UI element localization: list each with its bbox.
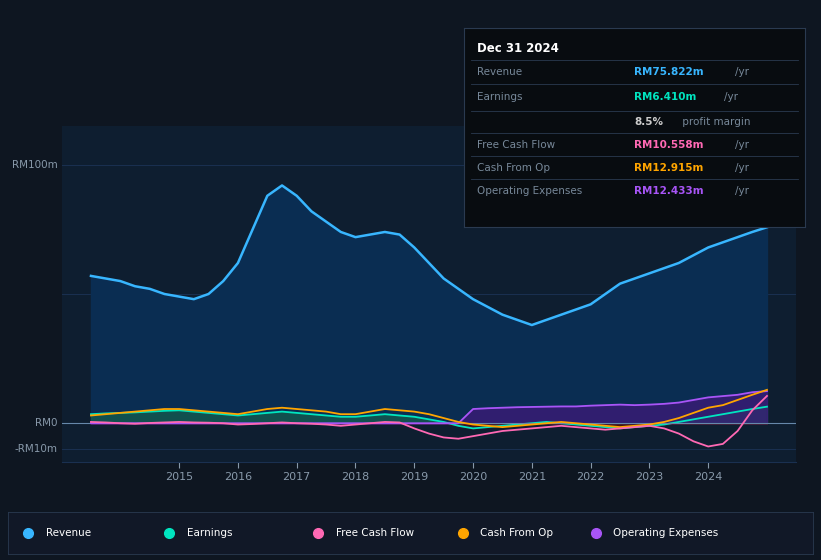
Text: RM0: RM0 [35, 418, 58, 428]
Text: /yr: /yr [736, 186, 750, 196]
Text: Cash From Op: Cash From Op [480, 529, 553, 538]
Text: RM75.822m: RM75.822m [635, 67, 704, 77]
Text: Revenue: Revenue [46, 529, 91, 538]
Text: 8.5%: 8.5% [635, 118, 663, 128]
Text: RM12.433m: RM12.433m [635, 186, 704, 196]
Text: /yr: /yr [736, 67, 750, 77]
Text: Free Cash Flow: Free Cash Flow [336, 529, 414, 538]
Text: Free Cash Flow: Free Cash Flow [478, 141, 556, 150]
Text: Dec 31 2024: Dec 31 2024 [478, 42, 559, 55]
Text: Cash From Op: Cash From Op [478, 163, 551, 173]
Text: -RM10m: -RM10m [15, 444, 58, 454]
Text: Operating Expenses: Operating Expenses [478, 186, 583, 196]
Text: RM10.558m: RM10.558m [635, 141, 704, 150]
Text: Earnings: Earnings [478, 92, 523, 101]
Text: RM6.410m: RM6.410m [635, 92, 696, 101]
Text: RM12.915m: RM12.915m [635, 163, 704, 173]
Text: /yr: /yr [736, 163, 750, 173]
Text: Revenue: Revenue [478, 67, 523, 77]
Text: RM100m: RM100m [12, 160, 58, 170]
Text: /yr: /yr [736, 141, 750, 150]
Text: Operating Expenses: Operating Expenses [613, 529, 718, 538]
Text: /yr: /yr [724, 92, 738, 101]
Text: Earnings: Earnings [187, 529, 232, 538]
Text: profit margin: profit margin [679, 118, 750, 128]
